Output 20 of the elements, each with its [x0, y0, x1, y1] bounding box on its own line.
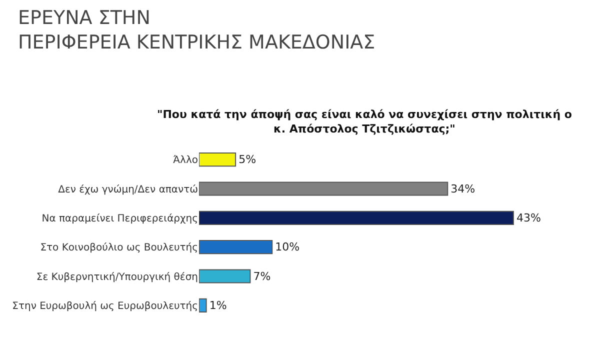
data-label: 43%: [516, 211, 541, 224]
y-tick-label: Στην Ευρωβουλή ως Ευρωβουλευτής: [12, 300, 198, 312]
chart-title: ΕΡΕΥΝΑ ΣΤΗΝ ΠΕΡΙΦΕΡΕΙΑ ΚΕΝΤΡΙΚΗΣ ΜΑΚΕΔΟΝΙΑΣ: [18, 6, 376, 54]
bar: [199, 240, 273, 254]
data-label: 7%: [253, 270, 271, 283]
y-tick-label: Να παραμείνει Περιφερειάρχης: [42, 213, 198, 224]
bar: [199, 182, 448, 196]
bar: [199, 298, 207, 312]
y-tick-label: Δεν έχω γνώμη/Δεν απαντώ: [58, 184, 198, 196]
bar: [199, 210, 514, 225]
data-label: 5%: [238, 153, 256, 166]
data-label: 1%: [209, 298, 227, 312]
bar: [199, 152, 236, 167]
y-tick-label: Άλλο: [173, 155, 198, 166]
y-tick-label: Σε Κυβερνητική/Υπουργική θέση: [36, 272, 198, 283]
data-label: 34%: [450, 182, 476, 196]
bar: [199, 269, 251, 284]
data-label: 10%: [275, 240, 300, 254]
y-tick-label: Στο Κοινοβούλιο ως Βουλευτής: [40, 242, 198, 254]
chart-subtitle: "Που κατά την άποψή σας είναι καλό να συνεχίσει στην πολιτική ο κ. Απόστολος Τζιτζικώστας;": [157, 108, 572, 136]
